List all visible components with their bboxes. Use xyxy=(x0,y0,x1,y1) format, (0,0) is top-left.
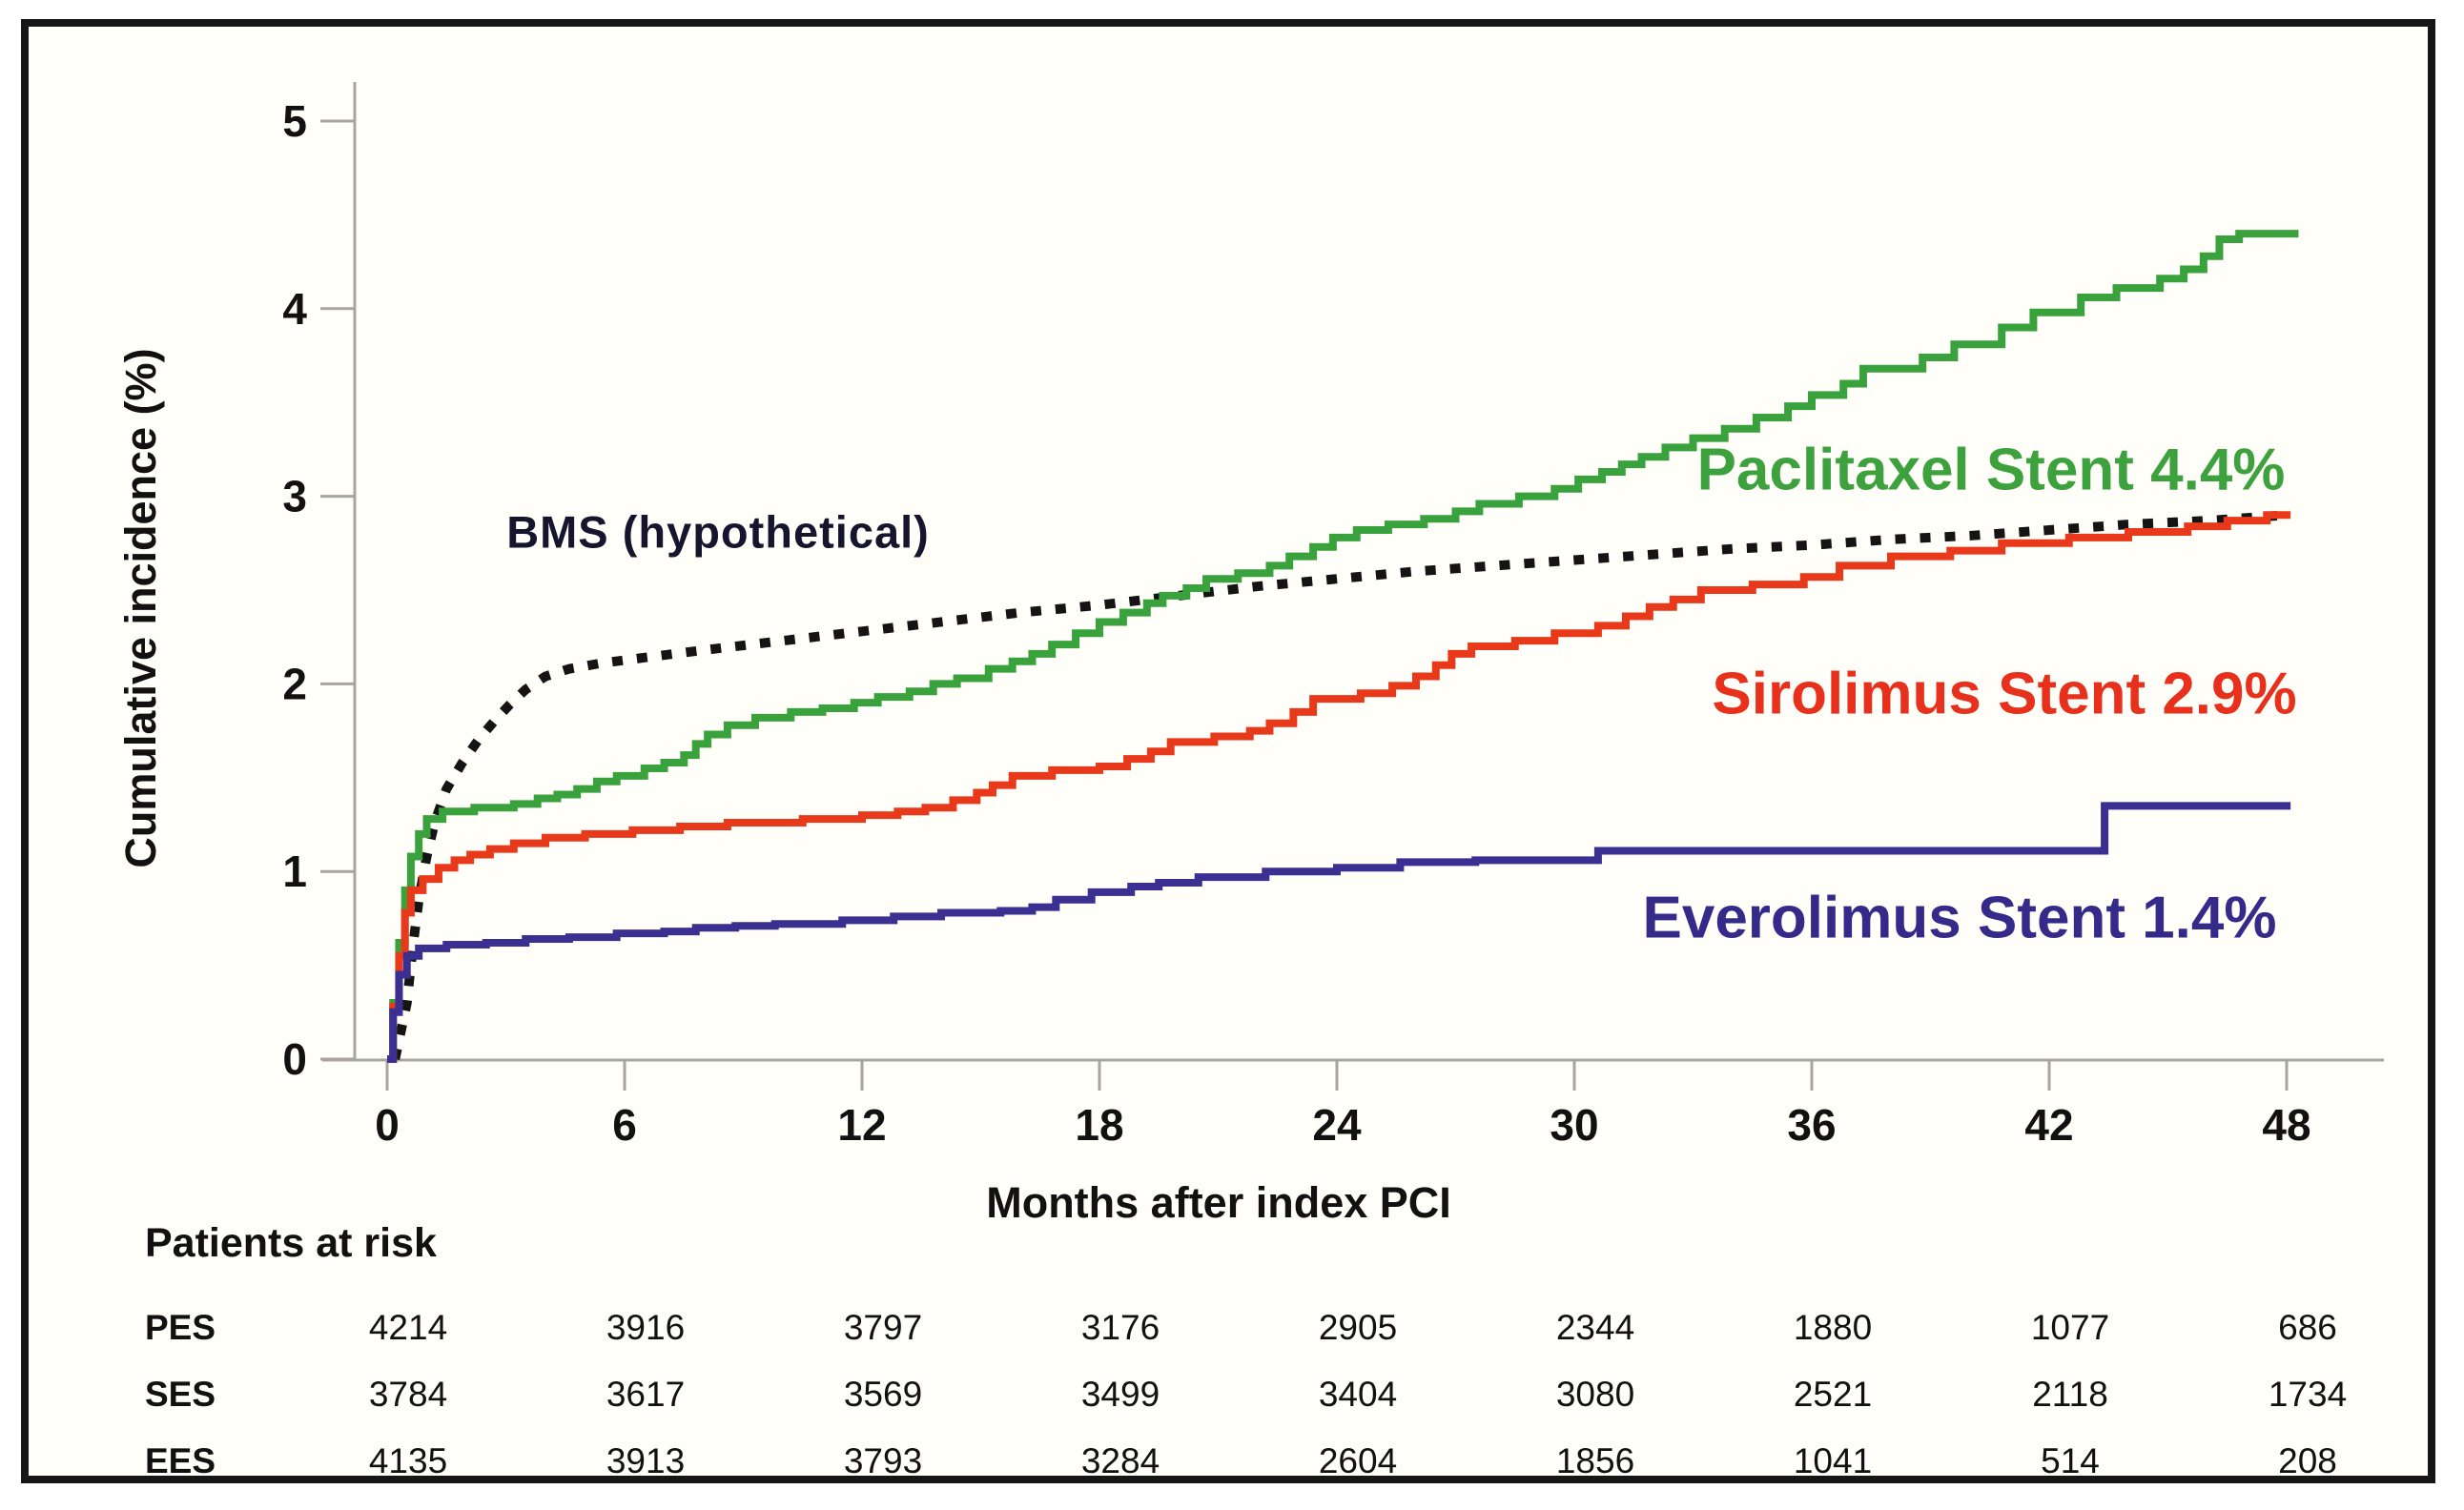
risk-cell: 3569 xyxy=(843,1375,923,1414)
risk-cell: 3913 xyxy=(606,1441,686,1480)
risk-cell: 2521 xyxy=(1793,1375,1873,1414)
risk-cell: 3404 xyxy=(1318,1375,1398,1414)
series-bms-line xyxy=(390,510,2288,1061)
x-tick-label: 6 xyxy=(612,1100,637,1150)
risk-row-label-pes: PES xyxy=(145,1308,216,1347)
x-tick-label: 24 xyxy=(1312,1100,1362,1150)
risk-cell: 4214 xyxy=(368,1308,448,1347)
risk-cell: 2344 xyxy=(1555,1308,1635,1347)
legend-sirolimus-label: Sirolimus Stent 2.9% xyxy=(1712,661,2297,727)
y-tick-label: 3 xyxy=(282,472,307,521)
risk-cell: 4135 xyxy=(368,1441,448,1480)
risk-cell: 3784 xyxy=(368,1375,448,1414)
figure-frame: 0 1 2 3 4 5 0 6 12 18 24 30 36 42 48 Cumulative incide… xyxy=(21,19,2435,1483)
risk-cell: 208 xyxy=(2278,1441,2337,1480)
risk-cell: 1041 xyxy=(1793,1441,1873,1480)
risk-cell: 3797 xyxy=(843,1308,923,1347)
risk-cell: 1856 xyxy=(1555,1441,1635,1480)
risk-cell: 3284 xyxy=(1080,1441,1160,1480)
risk-row-label-ses: SES xyxy=(145,1375,216,1414)
risk-cell: 1880 xyxy=(1793,1308,1873,1347)
risk-row-label-ees: EES xyxy=(145,1441,216,1480)
series-ses-line xyxy=(387,511,2291,1063)
y-tick-label: 2 xyxy=(282,659,307,708)
risk-cell: 686 xyxy=(2278,1308,2337,1347)
risk-cell: 2118 xyxy=(2032,1375,2108,1414)
legend-paclitaxel-label: Paclitaxel Stent 4.4% xyxy=(1696,437,2286,503)
x-tick-label: 48 xyxy=(2262,1100,2310,1150)
legend-everolimus-label: Everolimus Stent 1.4% xyxy=(1642,885,2277,951)
risk-cell: 3617 xyxy=(606,1375,686,1414)
risk-cell: 514 xyxy=(2041,1441,2100,1480)
y-axis-title: Cumulative incidence (%) xyxy=(116,348,165,868)
risk-table-header: Patients at risk xyxy=(145,1220,437,1266)
y-tick-label: 1 xyxy=(282,847,307,896)
x-tick-label: 36 xyxy=(1787,1100,1836,1150)
risk-cell: 1077 xyxy=(2030,1308,2110,1347)
risk-cell: 1734 xyxy=(2268,1375,2348,1414)
x-tick-label: 42 xyxy=(2024,1100,2073,1150)
risk-cell: 3176 xyxy=(1080,1308,1160,1347)
risk-cell: 3080 xyxy=(1555,1375,1635,1414)
risk-cell: 3499 xyxy=(1080,1375,1160,1414)
series-pes-line xyxy=(387,230,2299,1063)
x-tick-label: 0 xyxy=(375,1100,400,1150)
x-axis-title: Months after index PCI xyxy=(986,1178,1451,1227)
risk-cell: 2604 xyxy=(1318,1441,1398,1480)
risk-cell: 2905 xyxy=(1318,1308,1398,1347)
y-tick-label: 5 xyxy=(282,96,307,146)
y-tick-label: 0 xyxy=(282,1034,307,1084)
x-tick-label: 30 xyxy=(1550,1100,1598,1150)
risk-cell: 3793 xyxy=(843,1441,923,1480)
legend-bms-label: BMS (hypothetical) xyxy=(506,506,930,558)
series-ees-line xyxy=(387,802,2291,1063)
x-tick-label: 18 xyxy=(1075,1100,1123,1150)
risk-cell: 3916 xyxy=(606,1308,686,1347)
x-tick-label: 12 xyxy=(837,1100,886,1150)
y-tick-label: 4 xyxy=(282,284,307,334)
